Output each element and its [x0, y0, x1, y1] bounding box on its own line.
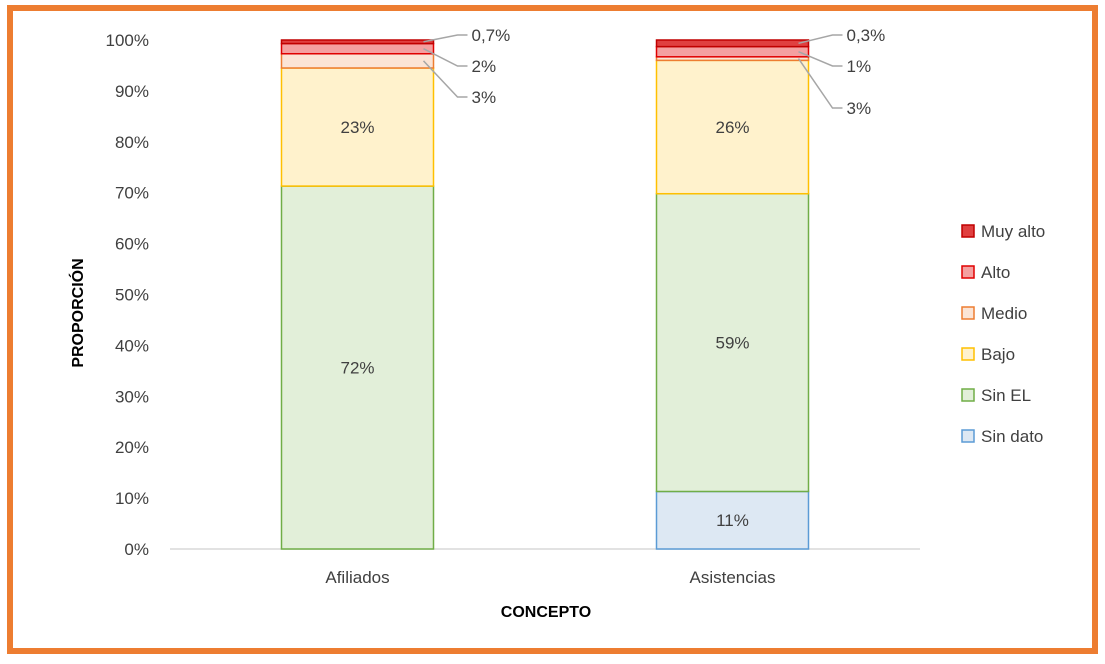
y-tick-label: 0% — [124, 540, 149, 559]
callout-label: 1% — [847, 57, 872, 76]
y-tick-label: 90% — [115, 82, 149, 101]
callout-line — [797, 58, 843, 109]
y-tick-label: 10% — [115, 489, 149, 508]
bar-segment — [280, 185, 435, 550]
callout-line — [423, 34, 468, 43]
chart-border — [7, 5, 1098, 654]
y-tick-label: 20% — [115, 438, 149, 457]
callout-line — [798, 51, 843, 67]
x-tick-label: Afiliados — [325, 568, 389, 587]
data-label: 59% — [715, 334, 749, 353]
legend-swatch — [961, 306, 975, 320]
data-label: 26% — [715, 118, 749, 137]
data-label: 72% — [340, 359, 374, 378]
legend-swatch — [961, 388, 975, 402]
legend-label: Alto — [981, 263, 1010, 282]
legend-label: Bajo — [981, 345, 1015, 364]
data-label: 23% — [340, 118, 374, 137]
legend-label: Sin dato — [981, 427, 1043, 446]
y-tick-label: 100% — [106, 31, 149, 50]
y-tick-label: 40% — [115, 336, 149, 355]
callout-line — [798, 34, 843, 45]
bar-segment — [655, 45, 810, 58]
callout-labels: 0,7% 2% 3% 0,3% 1% 3% — [422, 26, 886, 118]
callout-line — [423, 47, 468, 67]
bar-segment — [280, 39, 435, 45]
y-tick-label: 50% — [115, 286, 149, 305]
y-tick-label: 30% — [115, 387, 149, 406]
x-axis-title: CONCEPTO — [501, 604, 591, 621]
legend-swatch — [961, 347, 975, 361]
legend-swatch — [961, 224, 975, 238]
callout-line — [422, 60, 468, 98]
legend-label: Muy alto — [981, 222, 1045, 241]
y-tick-label: 80% — [115, 133, 149, 152]
bar-segment — [655, 39, 810, 48]
bar-segment — [655, 192, 810, 493]
x-tick-label: Asistencias — [690, 568, 776, 587]
callout-label: 0,3% — [847, 26, 886, 45]
callout-label: 3% — [847, 99, 872, 118]
data-label: 11% — [716, 511, 749, 530]
callout-label: 2% — [472, 57, 497, 76]
legend-swatch — [961, 265, 975, 279]
bar-segment — [655, 490, 810, 550]
legend-swatch — [961, 429, 975, 443]
bar-segment — [280, 67, 435, 187]
bar-segment — [280, 42, 435, 55]
y-tick-label: 70% — [115, 184, 149, 203]
bar-segment — [655, 59, 810, 195]
bar-segment — [280, 52, 435, 69]
callout-label: 3% — [472, 88, 497, 107]
x-axis-ticks: Afiliados Asistencias — [325, 568, 775, 587]
y-axis-title: PROPORCIÓN — [68, 258, 87, 367]
callout-label: 0,7% — [472, 26, 511, 45]
y-tick-label: 60% — [115, 235, 149, 254]
y-axis-ticks: 0% 10% 20% 30% 40% 50% 60% 70% 80% 90% 100% — [106, 31, 149, 559]
legend: Muy alto Alto Medio Bajo Sin EL Sin dato — [961, 222, 1045, 446]
bars: 72% 23% 11% 59% 26% — [280, 39, 810, 550]
legend-label: Sin EL — [981, 386, 1031, 405]
legend-label: Medio — [981, 304, 1027, 323]
